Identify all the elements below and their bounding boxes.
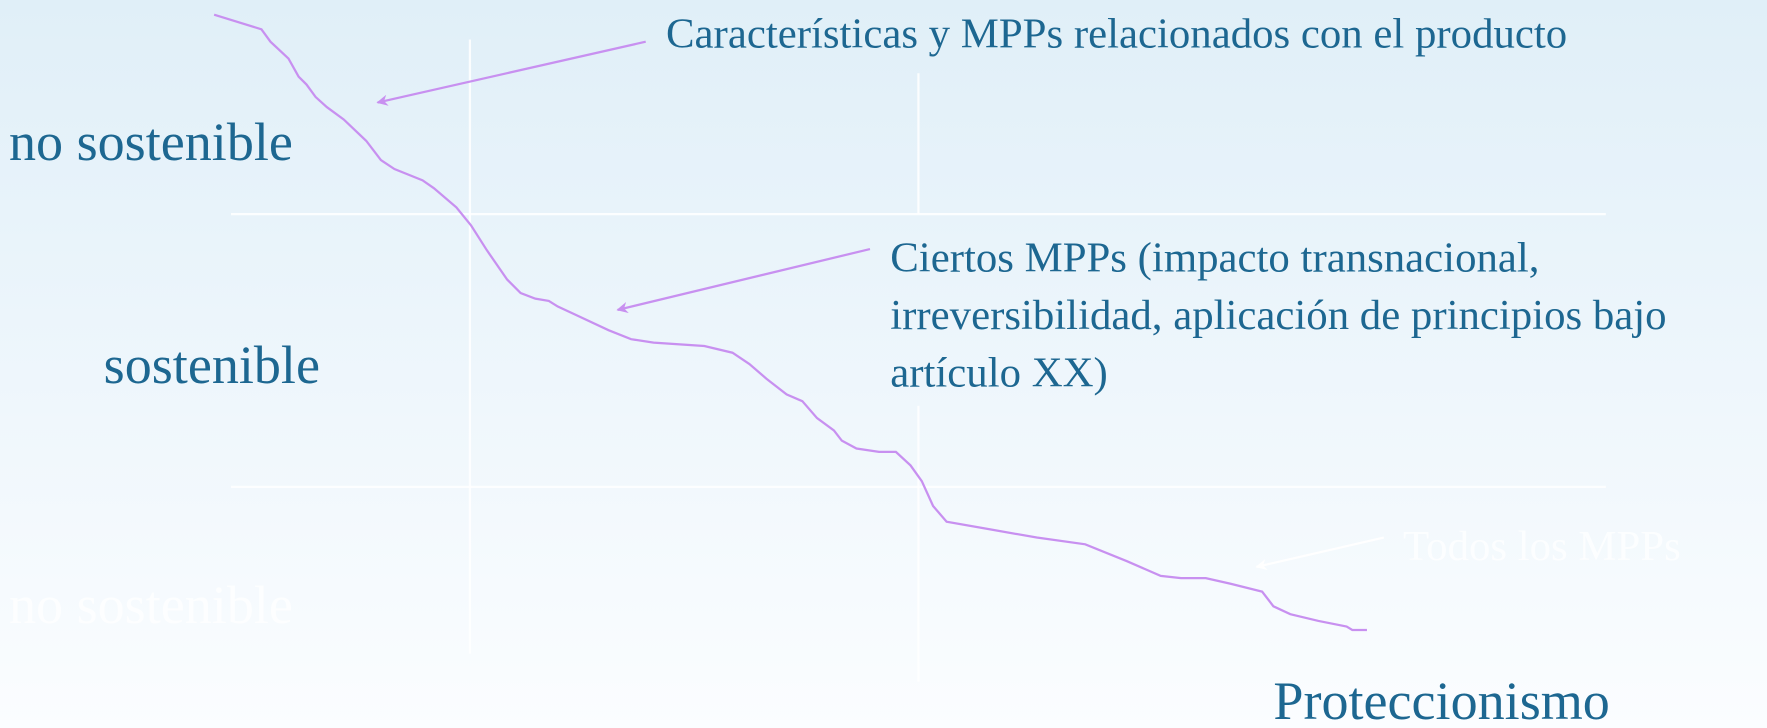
label: no sostenible [9, 575, 293, 635]
label: no sostenible [9, 112, 293, 172]
arrow [616, 247, 871, 314]
annotation: artículo XX) [890, 350, 1108, 397]
annotation: irreversibilidad, aplicación de principi… [890, 292, 1666, 339]
curve [213, 13, 1367, 632]
annotation: Todos los MPPs [1403, 523, 1681, 570]
annotation: Características y MPPs relacionados con … [666, 10, 1567, 57]
arrow [376, 40, 646, 106]
annotation: Ciertos MPPs (impacto transnacional, [890, 235, 1539, 282]
label: sostenible [104, 335, 320, 395]
arrow [1255, 536, 1385, 571]
label: Proteccionismo [1273, 671, 1609, 728]
